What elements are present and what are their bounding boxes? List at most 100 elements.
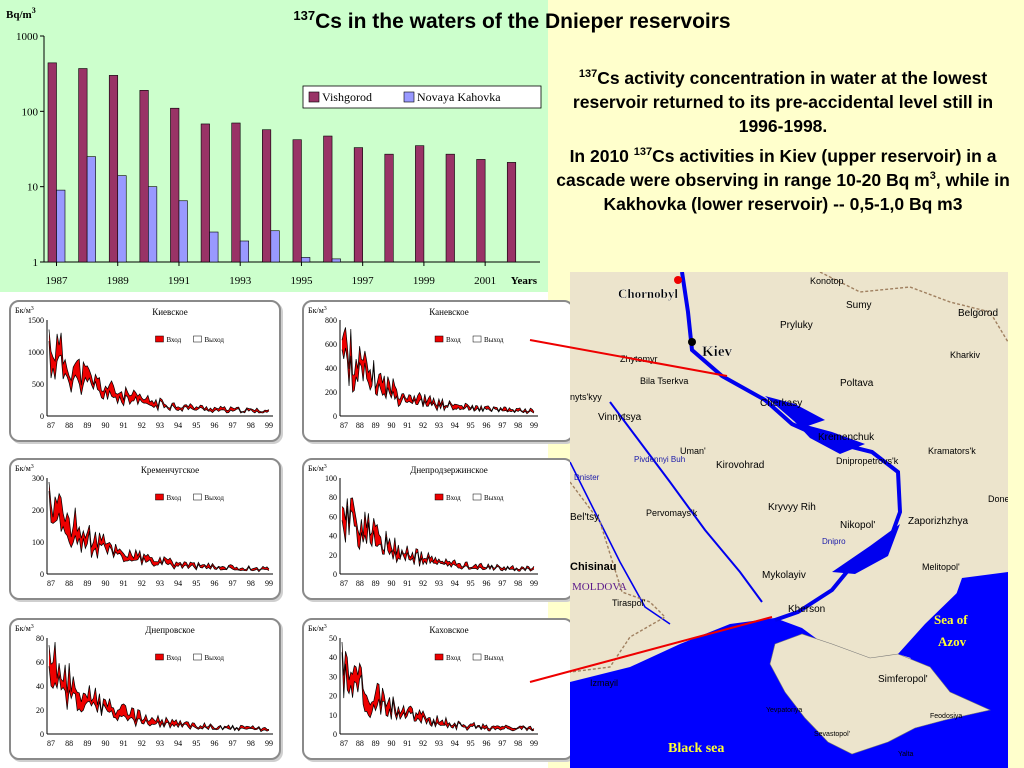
map-label-chornobyl: Chornobyl: [618, 286, 678, 301]
mini-x-tick-label: 90: [102, 421, 110, 430]
mini-y-tick-label: 0: [40, 570, 44, 579]
mini-x-tick-label: 97: [229, 739, 237, 748]
x-tick-label: 1993: [229, 275, 252, 287]
map-label-nikopol-: Nikopol': [840, 520, 875, 531]
mini-x-tick-label: 98: [247, 739, 255, 748]
mini-x-tick-label: 93: [156, 421, 164, 430]
info-p2-pre: In 2010: [569, 146, 634, 166]
mini-x-tick-label: 90: [388, 421, 396, 430]
mini-y-tick-label: 20: [36, 706, 44, 715]
mini-y-tick-label: 200: [325, 388, 337, 397]
mini-x-tick-label: 94: [174, 421, 182, 430]
title-isotope-superscript: 137: [293, 8, 316, 23]
map-pivdennyi-buh-river: [609, 401, 763, 603]
mini-x-tick-label: 98: [514, 739, 522, 748]
mini-x-tick-label: 94: [451, 739, 459, 748]
mini-line-out: [48, 341, 270, 414]
reservoir-chart-kakhovka: Каховское Бк/м3 50 40 30 20 10 0 87 88 89 90 91 92 93 9…: [302, 618, 574, 760]
legend-label-kahovka: Novaya Kahovka: [417, 90, 501, 104]
map-border-russia: [819, 272, 1008, 343]
bar-vishgorod-2001: [476, 159, 486, 263]
map-label-poltava: Poltava: [840, 378, 874, 389]
mini-legend-swatch-out: [193, 653, 202, 661]
mini-x-tick-label: 89: [372, 579, 380, 588]
mini-x-tick-label: 97: [498, 421, 506, 430]
map-label-belgorod: Belgorod: [958, 308, 998, 319]
bar-vishgorod-1992: [200, 123, 210, 263]
bar-kahovka-1993: [239, 240, 250, 263]
mini-y-tick-label: 0: [333, 412, 337, 421]
legend-label-vishgorod: Vishgorod: [322, 90, 372, 104]
bar-vishgorod-1988: [78, 68, 88, 263]
mini-y-tick-label: 10: [329, 711, 337, 720]
mini-x-tick-label: 95: [467, 739, 475, 748]
mini-legend-swatch-in: [434, 653, 444, 661]
map-label-feodosiya: Feodosiya: [930, 713, 962, 720]
map-svg: Chornobyl Kiev Konotop Sumy Belgorod Pryluky K…: [570, 272, 1008, 768]
bar-vishgorod-1999: [415, 145, 425, 263]
mini-x-tick-label: 99: [530, 579, 538, 588]
mini-x-tick-label: 87: [47, 739, 55, 748]
mini-x-tick-label: 91: [120, 739, 128, 748]
bar-kahovka-1992: [209, 231, 219, 263]
mini-x-tick-label: 97: [229, 579, 237, 588]
map-label-done: Done: [988, 494, 1008, 504]
reservoir-chart-dniprodzerzhinsk: Днепродзержинское Бк/м3 100 80 60 40 20 0 87 88 89…: [302, 458, 574, 600]
info-p2-sup: 137: [633, 146, 653, 159]
info-p2-mid: Cs activities in Kiev (upper reservoir) …: [556, 146, 997, 190]
mini-chart-title: Киевское: [152, 307, 188, 317]
mini-legend-swatch-out: [472, 653, 482, 661]
legend-swatch-kahovka: [403, 91, 415, 103]
mini-line-in: [48, 481, 270, 571]
mini-area-in: [342, 642, 534, 731]
mini-x-tick-label: 96: [211, 739, 219, 748]
mini-y-label-base: Бк/м: [308, 306, 324, 315]
mini-x-tick-label: 96: [483, 421, 491, 430]
mini-y-label-sup: 3: [324, 306, 327, 312]
map-label-kiev: Kiev: [702, 344, 732, 360]
mini-x-tick-label: 96: [211, 579, 219, 588]
mini-line-out: [341, 652, 535, 732]
ukraine-map: Chornobyl Kiev Konotop Sumy Belgorod Pryluky K…: [570, 272, 1008, 768]
mini-y-label-base: Бк/м: [15, 464, 31, 473]
mini-x-tick-label: 92: [138, 579, 146, 588]
mini-x-tick-label: 99: [265, 739, 273, 748]
mini-y-tick-label: 800: [325, 316, 337, 325]
info-p1-sup: 137: [578, 68, 598, 81]
mini-y-tick-label: 1500: [28, 316, 44, 325]
mini-y-tick-label: 500: [32, 380, 44, 389]
bar-kahovka-1987: [56, 189, 66, 263]
info-text: 137Cs activity concentration in water at…: [553, 66, 1013, 222]
mini-legend-label-out: Выход: [484, 336, 504, 344]
mini-x-tick-label: 96: [483, 739, 491, 748]
mini-x-tick-label: 89: [83, 739, 91, 748]
mini-x-tick-label: 95: [192, 579, 200, 588]
map-label-pervomays-k: Pervomays'k: [646, 508, 698, 518]
map-label-dnipropetrovs-k: Dnipropetrovs'k: [836, 456, 899, 466]
map-label-kharkiv: Kharkiv: [950, 350, 981, 360]
mini-x-tick-label: 95: [467, 579, 475, 588]
mini-x-tick-label: 93: [156, 739, 164, 748]
mini-legend-swatch-in: [155, 653, 164, 661]
mini-x-tick-label: 93: [435, 739, 443, 748]
mini-y-tick-label: 60: [36, 658, 44, 667]
y-axis-label: Bq/m3: [6, 6, 36, 21]
map-label-azov: Azov: [938, 634, 967, 649]
mini-x-tick-label: 93: [156, 579, 164, 588]
map-label-tiraspol-: Tiraspol': [612, 598, 646, 608]
mini-x-tick-label: 88: [356, 739, 364, 748]
info-p2-end: , while in Kakhovka (lower reservoir) --…: [603, 170, 1010, 214]
x-tick-label: 1997: [352, 275, 375, 287]
mini-y-label: Бк/м3: [15, 306, 34, 315]
main-chart-panel: 1000 100 10 1 Bq/m3 1987 1989 1991 1993 1995 1997 1…: [0, 0, 548, 292]
x-tick-label: 1995: [290, 275, 313, 287]
map-label-moldova: MOLDOVA: [572, 581, 627, 593]
map-label-simferopol-: Simferopol': [878, 674, 928, 685]
bar-vishgorod-2002: [506, 162, 517, 263]
mini-legend-label-out: Выход: [204, 654, 224, 662]
mini-y-label-base: Бк/м: [308, 464, 324, 473]
